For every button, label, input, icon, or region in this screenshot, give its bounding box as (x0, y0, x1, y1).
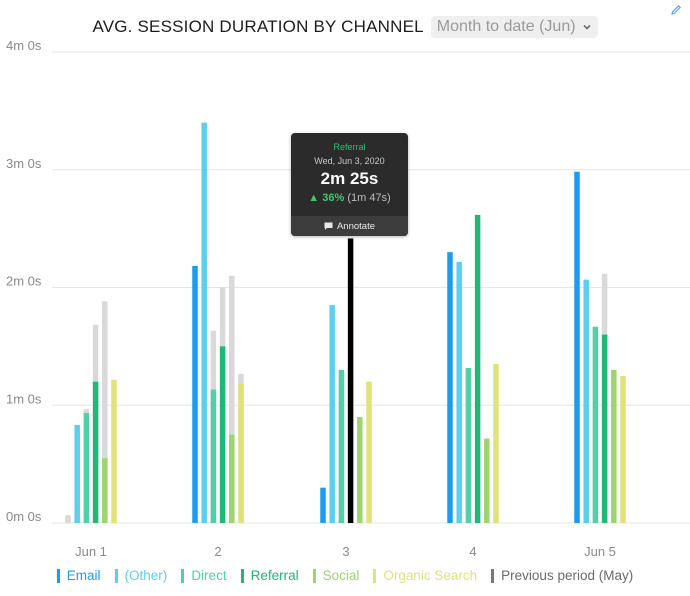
legend-label: Previous period (May) (501, 568, 634, 583)
bar-social (357, 417, 363, 523)
bar-organic-search (238, 383, 244, 523)
legend-label: Direct (191, 568, 227, 583)
bar-email (320, 487, 326, 523)
chart-tooltip: Referral Wed, Jun 3, 2020 2m 25s ▲ 36% (… (291, 133, 408, 236)
y-tick-label: 1m 0s (6, 391, 42, 406)
tooltip-series: Referral (333, 142, 366, 152)
legend-swatch (491, 568, 495, 583)
bar--other- (74, 424, 80, 523)
legend-label: Referral (250, 568, 299, 583)
bar-organic-search (493, 364, 499, 523)
tooltip-date: Wed, Jun 3, 2020 (314, 156, 385, 166)
legend-item[interactable]: Social (312, 568, 360, 583)
bar-chart: 0m 0s 1m 0s 2m 0s 3m 0s 4m 0s Jun 1 2 3 4 Jun 5 (6, 38, 690, 559)
legend-label: Social (322, 568, 360, 583)
tooltip-value: 2m 25s (320, 169, 379, 188)
legend-swatch (181, 568, 185, 583)
comment-icon (324, 222, 333, 230)
legend-swatch (56, 568, 60, 583)
pencil-icon[interactable] (670, 4, 682, 16)
bar-social (484, 438, 490, 523)
legend-swatch (373, 568, 377, 583)
bar-direct (592, 326, 599, 523)
bar-direct (83, 413, 90, 523)
legend-item[interactable]: Email (56, 568, 101, 583)
chart-legend: Email (Other) Direct Referral Social Organic … (0, 568, 690, 583)
y-tick-label: 3m 0s (6, 156, 42, 171)
bar-direct (210, 389, 217, 523)
legend-swatch (114, 568, 118, 583)
legend-item[interactable]: Previous period (May) (491, 568, 633, 583)
bar-organic-search (620, 375, 626, 523)
y-tick-label: 0m 0s (6, 509, 42, 524)
y-tick-label: 2m 0s (6, 274, 42, 289)
bar-direct (338, 369, 345, 523)
bar-referral (474, 214, 481, 523)
legend-item[interactable]: Referral (240, 568, 299, 583)
y-tick-label: 4m 0s (6, 38, 42, 53)
bar-direct (465, 367, 472, 523)
date-range-label: Month to date (Jun) (436, 18, 576, 35)
tooltip-change: ▲ 36% (1m 47s) (291, 192, 408, 204)
bar-email (447, 252, 453, 524)
bar--other- (201, 122, 207, 524)
x-tick-label: 2 (214, 544, 221, 559)
legend-item[interactable]: Organic Search (373, 568, 477, 583)
x-tick-label: Jun 5 (584, 544, 616, 559)
bar-social (229, 434, 235, 523)
legend-item[interactable]: Direct (181, 568, 227, 583)
legend-label: Organic Search (383, 568, 478, 583)
bar-email (192, 265, 198, 523)
chevron-down-icon (582, 24, 591, 30)
bar--other- (583, 279, 589, 523)
legend-item[interactable]: (Other) (114, 568, 168, 583)
tooltip-previous: (1m 47s) (347, 192, 391, 204)
legend-swatch (312, 568, 316, 583)
legend-label: Email (66, 568, 101, 583)
legend-swatch (240, 568, 244, 583)
bar-email (574, 171, 580, 523)
bar-organic-search (111, 379, 117, 523)
annotate-label: Annotate (336, 220, 376, 232)
x-tick-label: 3 (342, 544, 349, 559)
bar-referral (601, 334, 608, 523)
bar--other- (456, 261, 462, 523)
previous-bar-social (102, 301, 108, 523)
bar-referral (347, 238, 354, 523)
legend-label: (Other) (124, 568, 168, 583)
bar-organic-search (366, 381, 372, 523)
previous-bar-social (229, 275, 235, 523)
bar-social (611, 369, 617, 523)
bar--other- (329, 305, 335, 523)
bar-referral (92, 381, 99, 523)
tooltip-change-pct: 36% (322, 192, 345, 204)
x-tick-label: 4 (469, 544, 476, 559)
x-tick-label: Jun 1 (75, 544, 107, 559)
date-range-dropdown[interactable]: Month to date (Jun) (430, 16, 598, 38)
bar-referral (219, 346, 226, 523)
chart-title: AVG. SESSION DURATION BY CHANNEL (92, 17, 424, 36)
chart-header: AVG. SESSION DURATION BY CHANNEL Month t… (0, 16, 690, 38)
previous-bar-email (65, 515, 71, 523)
annotate-button[interactable]: Annotate (291, 216, 408, 236)
up-arrow-icon: ▲ (308, 192, 320, 204)
bar-social (102, 458, 108, 523)
